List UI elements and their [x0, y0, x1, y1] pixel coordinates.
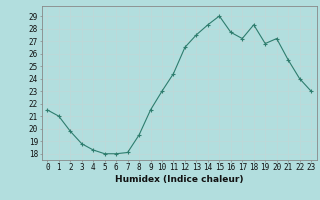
X-axis label: Humidex (Indice chaleur): Humidex (Indice chaleur)	[115, 175, 244, 184]
